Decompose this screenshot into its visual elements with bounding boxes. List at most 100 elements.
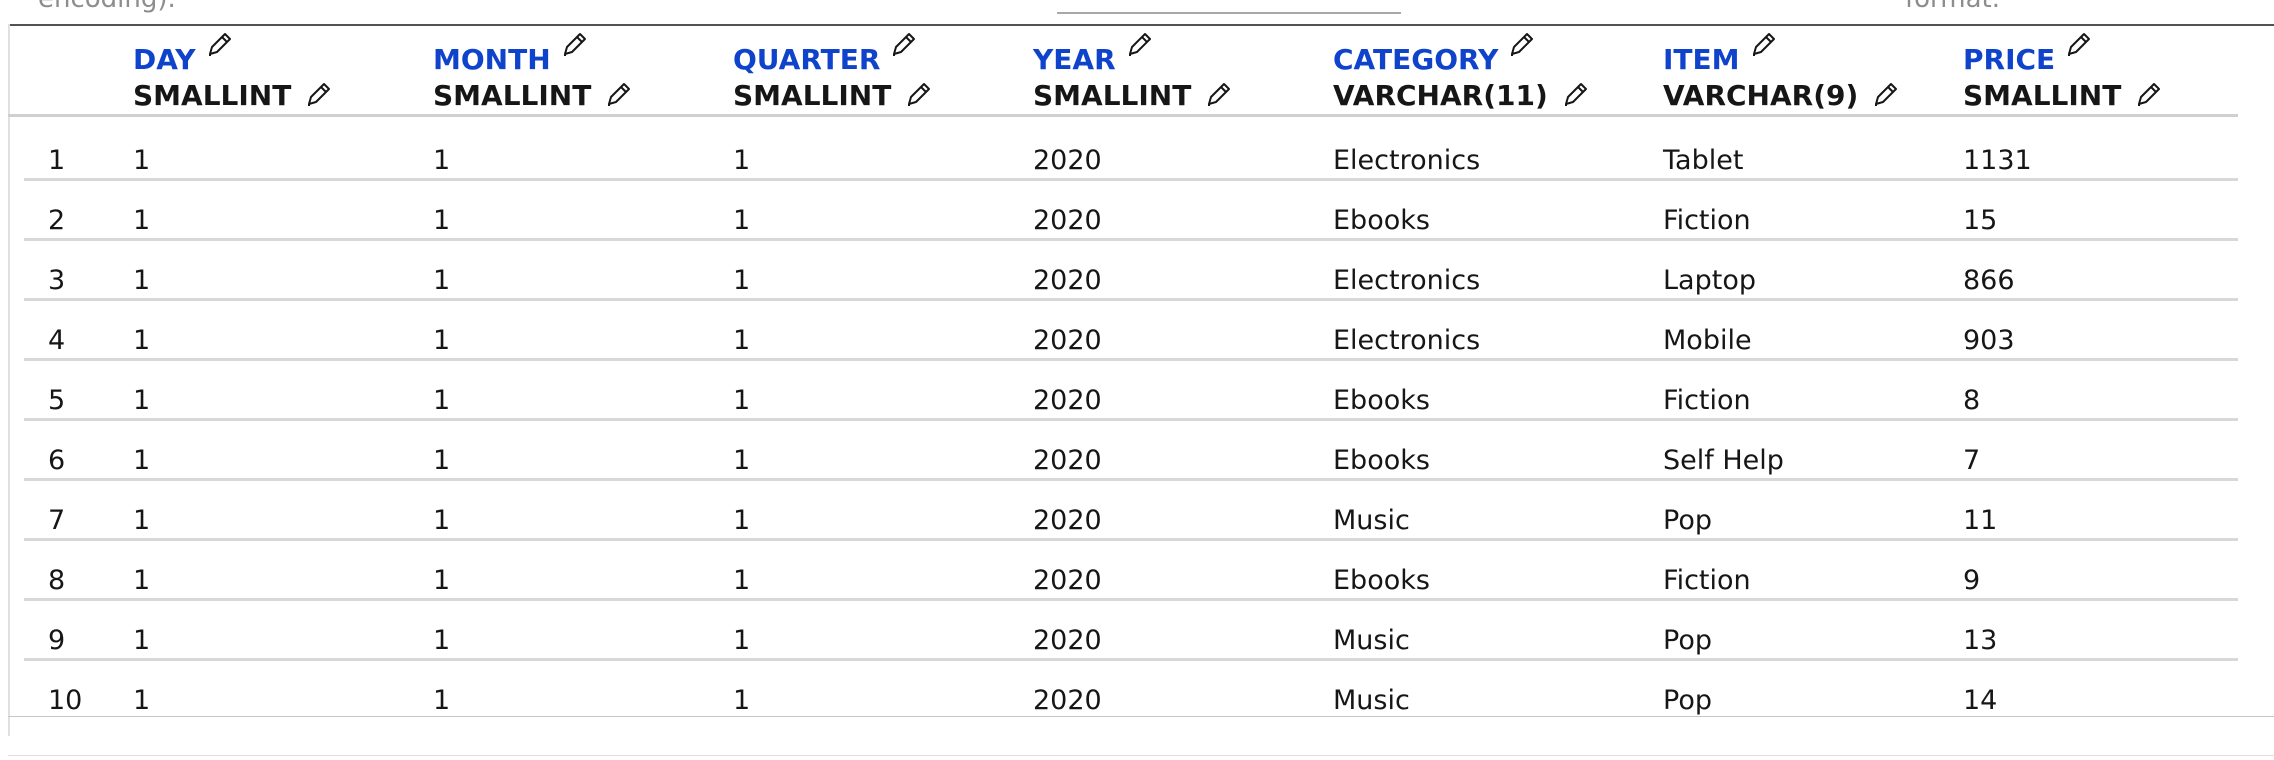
table-top-border (8, 24, 2274, 26)
edit-column-name-icon[interactable] (561, 30, 589, 58)
table-cell-quarter: 1 (733, 145, 751, 176)
edit-column-name-icon[interactable] (1126, 30, 1154, 58)
table-cell-quarter: 1 (733, 205, 751, 236)
column-name-item: ITEM (1663, 43, 1740, 76)
table-cell-category: Ebooks (1333, 445, 1430, 476)
edit-column-type-icon[interactable] (905, 80, 933, 108)
table-cell-category: Music (1333, 625, 1410, 656)
table-footer-line (8, 755, 2274, 756)
table-cell-price: 13 (1963, 625, 1998, 656)
column-name-price: PRICE (1963, 43, 2056, 76)
table-row-separator (24, 538, 2238, 541)
table-cell-price: 14 (1963, 685, 1998, 716)
table-cell-month: 1 (433, 385, 451, 416)
table-cell-item: Fiction (1663, 205, 1751, 236)
table-cell-item: Fiction (1663, 385, 1751, 416)
column-type-month: SMALLINT (433, 79, 592, 112)
table-cell-category: Ebooks (1333, 385, 1430, 416)
table-row-separator (24, 358, 2238, 361)
table-cell-year: 2020 (1033, 205, 1102, 236)
table-cell-quarter: 1 (733, 625, 751, 656)
row-index: 2 (48, 205, 66, 236)
table-cell-month: 1 (433, 445, 451, 476)
table-cell-month: 1 (433, 265, 451, 296)
column-name-quarter: QUARTER (733, 43, 881, 76)
table-cell-year: 2020 (1033, 385, 1102, 416)
table-bottom-border (8, 716, 2274, 717)
row-index: 6 (48, 445, 66, 476)
column-type-category: VARCHAR(11) (1333, 79, 1548, 112)
row-index: 3 (48, 265, 66, 296)
table-cell-price: 866 (1963, 265, 2015, 296)
column-name-month: MONTH (433, 43, 551, 76)
table-cell-quarter: 1 (733, 265, 751, 296)
table-row-separator (24, 478, 2238, 481)
table-cell-price: 8 (1963, 385, 1981, 416)
column-type-day: SMALLINT (133, 79, 292, 112)
row-index: 1 (48, 145, 66, 176)
table-cell-year: 2020 (1033, 685, 1102, 716)
table-cell-day: 1 (133, 145, 151, 176)
table-cell-price: 903 (1963, 325, 2015, 356)
column-name-year: YEAR (1033, 43, 1116, 76)
table-row-separator (24, 598, 2238, 601)
edit-column-type-icon[interactable] (1205, 80, 1233, 108)
table-cell-category: Ebooks (1333, 565, 1430, 596)
table-cell-month: 1 (433, 625, 451, 656)
edit-column-name-icon[interactable] (206, 30, 234, 58)
header-separator (8, 114, 2238, 117)
table-cell-quarter: 1 (733, 445, 751, 476)
row-index: 8 (48, 565, 66, 596)
top-partial-area: encoding). format. (0, 0, 2274, 25)
table-cell-quarter: 1 (733, 505, 751, 536)
table-cell-quarter: 1 (733, 565, 751, 596)
table-cell-price: 9 (1963, 565, 1981, 596)
table-cell-category: Music (1333, 685, 1410, 716)
table-cell-category: Electronics (1333, 265, 1481, 296)
table-cell-month: 1 (433, 205, 451, 236)
edit-column-type-icon[interactable] (305, 80, 333, 108)
table-cell-month: 1 (433, 505, 451, 536)
column-type-item: VARCHAR(9) (1663, 79, 1859, 112)
table-cell-day: 1 (133, 685, 151, 716)
row-index: 10 (48, 685, 83, 716)
table-cell-day: 1 (133, 625, 151, 656)
table-cell-item: Fiction (1663, 565, 1751, 596)
table-cell-item: Self Help (1663, 445, 1784, 476)
table-cell-quarter: 1 (733, 325, 751, 356)
table-cell-item: Pop (1663, 625, 1712, 656)
table-row-separator (24, 178, 2238, 181)
table-cell-month: 1 (433, 565, 451, 596)
table-cell-item: Pop (1663, 685, 1712, 716)
table-cell-year: 2020 (1033, 445, 1102, 476)
table-cell-price: 1131 (1963, 145, 2032, 176)
table-cell-year: 2020 (1033, 325, 1102, 356)
table-cell-day: 1 (133, 565, 151, 596)
table-cell-category: Music (1333, 505, 1410, 536)
edit-column-type-icon[interactable] (605, 80, 633, 108)
table-cell-day: 1 (133, 265, 151, 296)
edit-column-name-icon[interactable] (890, 30, 918, 58)
partial-input-underline (1057, 12, 1401, 14)
table-cell-price: 11 (1963, 505, 1998, 536)
table-cell-item: Mobile (1663, 325, 1752, 356)
partial-format-text: format. (1905, 0, 2000, 14)
table-cell-month: 1 (433, 145, 451, 176)
table-cell-month: 1 (433, 325, 451, 356)
partial-description-text: encoding). (38, 0, 176, 14)
edit-column-name-icon[interactable] (1508, 30, 1536, 58)
table-cell-day: 1 (133, 205, 151, 236)
edit-column-name-icon[interactable] (2065, 30, 2093, 58)
column-name-day: DAY (133, 43, 196, 76)
table-cell-day: 1 (133, 385, 151, 416)
table-row-separator (24, 238, 2238, 241)
table-row-separator (24, 418, 2238, 421)
edit-column-type-icon[interactable] (1872, 80, 1900, 108)
edit-column-name-icon[interactable] (1750, 30, 1778, 58)
edit-column-type-icon[interactable] (1562, 80, 1590, 108)
edit-column-type-icon[interactable] (2135, 80, 2163, 108)
table-cell-day: 1 (133, 325, 151, 356)
column-type-quarter: SMALLINT (733, 79, 892, 112)
table-cell-year: 2020 (1033, 625, 1102, 656)
row-index: 7 (48, 505, 66, 536)
